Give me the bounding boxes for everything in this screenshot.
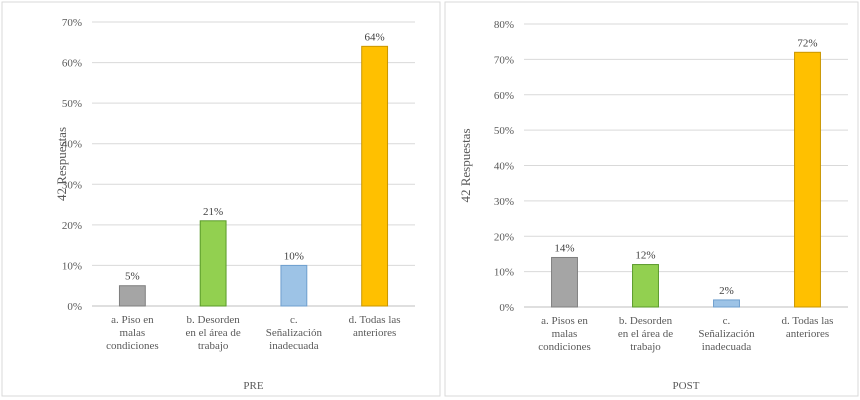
data-label: 10% (284, 250, 304, 262)
y-axis-title: 42 Respuestas (458, 128, 473, 202)
y-tick-label: 10% (494, 267, 514, 279)
y-tick-label: 30% (494, 196, 514, 208)
y-tick-label: 30% (62, 179, 82, 191)
data-label: 21% (203, 206, 223, 218)
x-tick-label: c. Señalización inadecuada (698, 315, 755, 353)
y-tick-label: 70% (494, 54, 514, 66)
x-tick-label: c. Señalización inadecuada (266, 314, 323, 352)
bar (713, 299, 740, 308)
bar (118, 285, 146, 307)
chart-pre: 0% 10% 20% 30% 40% 50% 60% 70% 5% a. Piso en malas… (1, 1, 441, 397)
bar (551, 256, 578, 308)
data-label: 2% (719, 285, 734, 297)
x-tick-label: a. Piso en malas condiciones (106, 314, 159, 352)
data-label: 72% (797, 37, 817, 49)
y-tick-label: 10% (62, 260, 82, 272)
chart-frame (444, 1, 859, 397)
y-axis-title: 42 Respuestas (54, 127, 69, 201)
x-tick-label: a. Pisos en malas condiciones (538, 315, 591, 353)
data-label: 5% (125, 271, 140, 283)
x-axis-title: POST (673, 380, 700, 392)
data-label: 64% (365, 31, 385, 43)
x-tick-label: b. Desorden en el área de trabajo (618, 315, 673, 353)
y-tick-label: 60% (494, 90, 514, 102)
bar (361, 45, 389, 307)
y-tick-label: 50% (494, 125, 514, 137)
x-tick-label: b. Desorden en el área de trabajo (185, 314, 240, 352)
bar (280, 264, 308, 307)
chart-post: 0% 10% 20% 30% 40% 50% 60% 70% 80% 14% a. Pisos en… (444, 1, 859, 397)
bar (632, 264, 659, 308)
y-tick-label: 20% (494, 231, 514, 243)
y-tick-label: 60% (62, 58, 82, 70)
y-tick-label: 20% (62, 220, 82, 232)
y-tick-label: 80% (494, 19, 514, 31)
y-tick-label: 40% (62, 139, 82, 151)
y-tick-label: 50% (62, 98, 82, 110)
x-tick-label: d. Todas las anteriores (349, 314, 401, 339)
x-axis-title: PRE (243, 380, 263, 392)
data-label: 14% (554, 242, 574, 254)
y-tick-label: 0% (67, 301, 82, 313)
bar (199, 220, 227, 307)
y-tick-label: 70% (62, 17, 82, 29)
bar (794, 51, 821, 308)
y-tick-label: 40% (494, 161, 514, 173)
y-tick-label: 0% (499, 302, 514, 314)
x-tick-label: d. Todas las anteriores (782, 315, 834, 340)
data-label: 12% (635, 250, 655, 262)
